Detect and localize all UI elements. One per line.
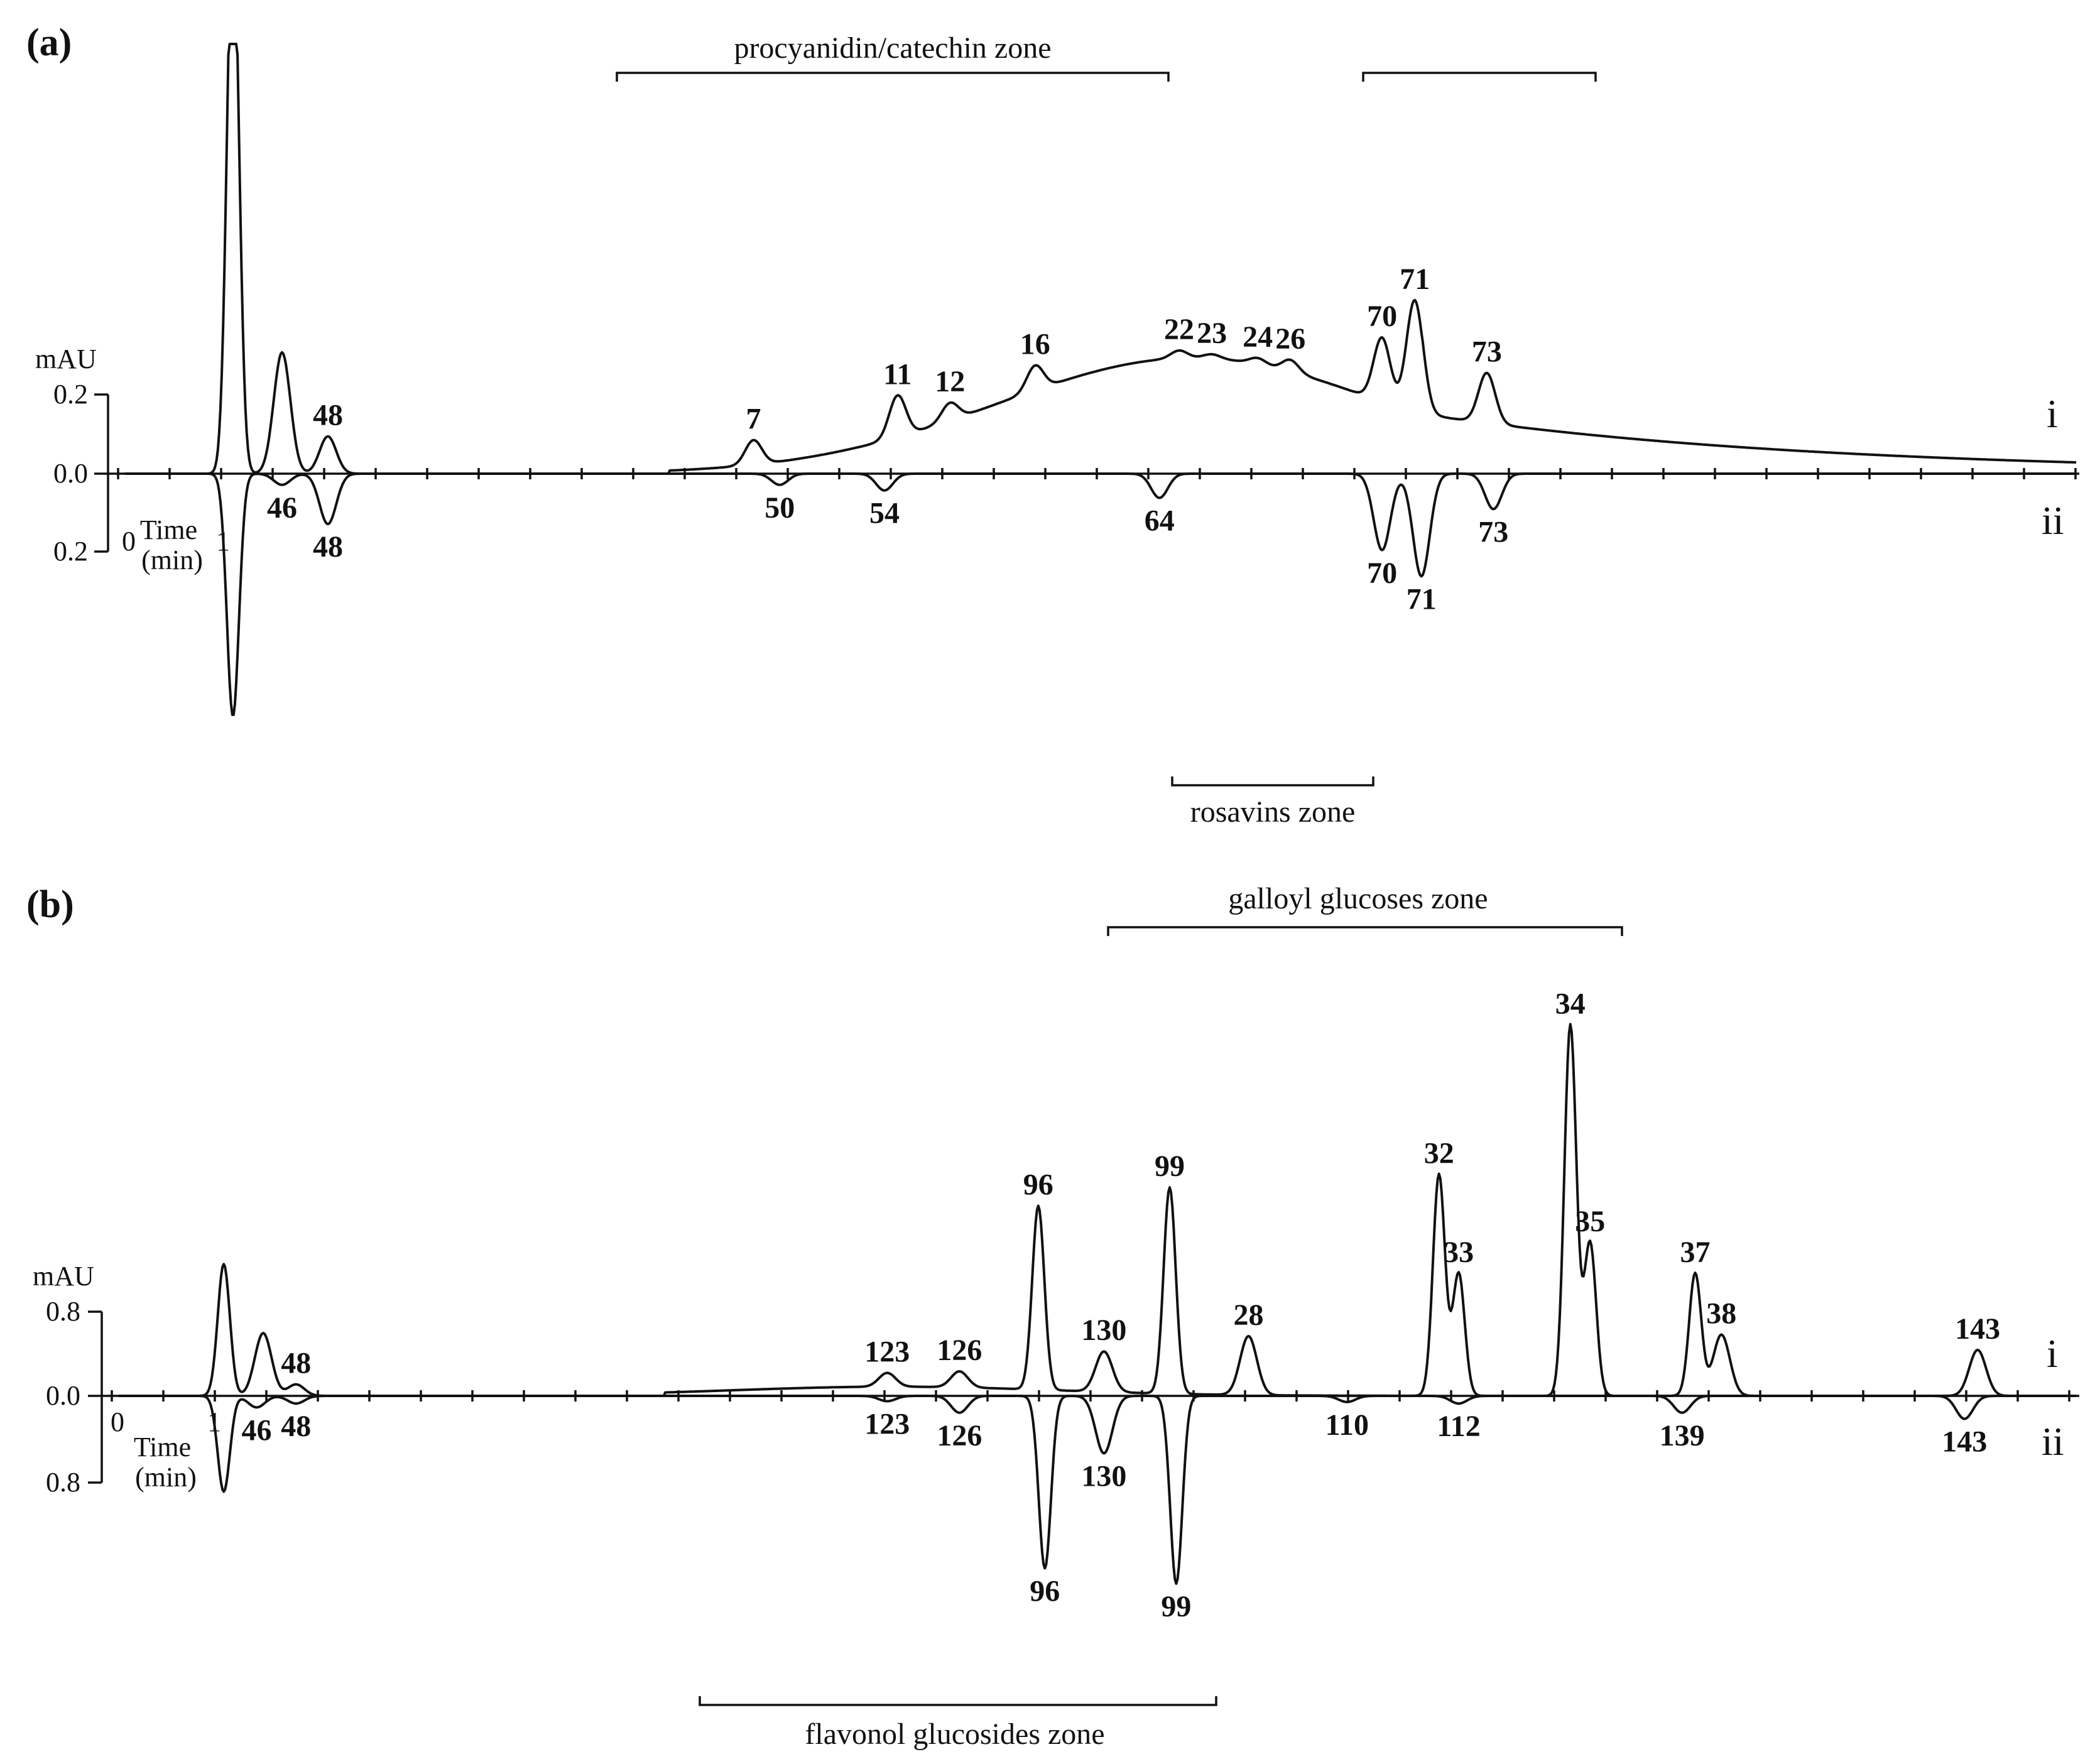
panel-b-ytick-label-i: 0.8 xyxy=(46,1296,80,1327)
peak-label-143: 143 xyxy=(1942,1425,1987,1459)
panel-b: (b) mAU 0.8 0.0 0.8 0 1 Time (min) i ii xyxy=(26,882,2079,1751)
peak-label-110: 110 xyxy=(1325,1408,1369,1442)
peak-label-139: 139 xyxy=(1660,1419,1705,1452)
peak-label-37: 37 xyxy=(1680,1236,1711,1269)
peak-label-28: 28 xyxy=(1234,1298,1264,1332)
peak-label-32: 32 xyxy=(1424,1136,1454,1170)
panel-a-xlabel-time: Time xyxy=(140,514,197,545)
peak-label-123: 123 xyxy=(864,1335,910,1368)
panel-b-xlabel-unit: (min) xyxy=(135,1462,197,1493)
peak-label-130: 130 xyxy=(1081,1314,1126,1347)
peak-label-23: 23 xyxy=(1197,317,1227,350)
panel-a-ylabel: mAU xyxy=(35,344,97,374)
panel-a-zone-rosavins: rosavins zone xyxy=(1171,776,1374,829)
panel-a-zone-procyanidin: procyanidin/catechin zone xyxy=(616,31,1170,82)
panel-a-trace-ii xyxy=(124,472,2076,716)
peak-label-99: 99 xyxy=(1161,1590,1191,1623)
panel-b-ytick-label-zero: 0.0 xyxy=(46,1380,80,1411)
peak-label-96: 96 xyxy=(1023,1168,1053,1201)
panel-b-ylabel: mAU xyxy=(33,1261,94,1292)
peak-label-24: 24 xyxy=(1243,320,1273,354)
panel-a-ytick-label-zero: 0.0 xyxy=(53,458,88,489)
peak-label-99: 99 xyxy=(1155,1150,1185,1183)
panel-a-ytick-label-i: 0.2 xyxy=(53,379,88,410)
peak-label-54: 54 xyxy=(869,497,900,530)
peak-label-48: 48 xyxy=(281,1347,311,1380)
zone-bracket xyxy=(1362,72,1597,82)
panel-a-xlabel-unit: (min) xyxy=(141,545,203,575)
panel-a-trace-ii-label: ii xyxy=(2042,498,2064,543)
panel-a-zone-unlabeled xyxy=(1362,72,1597,82)
peak-label-12: 12 xyxy=(935,365,965,398)
peak-label-143: 143 xyxy=(1955,1312,2000,1346)
panel-a-xtick-label-0: 0 xyxy=(122,526,136,557)
peak-label-16: 16 xyxy=(1020,328,1050,361)
panel-a-ytick-label-ii: 0.2 xyxy=(53,536,88,567)
zone-label: galloyl glucoses zone xyxy=(1228,882,1488,915)
zone-label: rosavins zone xyxy=(1190,795,1356,829)
peak-label-48: 48 xyxy=(313,530,343,564)
panel-a-xlabel: Time (min) xyxy=(140,514,204,575)
peak-label-73: 73 xyxy=(1472,335,1502,369)
panel-a-peak-labels-ii: 46 48 50 54 64 70 71 73 xyxy=(267,491,1508,616)
panel-b-label: (b) xyxy=(26,883,74,926)
zone-label: procyanidin/catechin zone xyxy=(734,31,1051,65)
panel-b-ytick-label-ii: 0.8 xyxy=(46,1467,80,1498)
peak-label-22: 22 xyxy=(1164,313,1194,346)
peak-label-11: 11 xyxy=(883,357,911,391)
peak-label-130: 130 xyxy=(1081,1460,1126,1493)
peak-label-126: 126 xyxy=(937,1334,982,1367)
panel-a-label: (a) xyxy=(26,21,72,64)
peak-label-34: 34 xyxy=(1555,988,1586,1021)
panel-b-y-axis: mAU 0.8 0.0 0.8 xyxy=(33,1261,103,1498)
panel-b-xlabel: Time (min) xyxy=(134,1432,198,1493)
peak-label-70: 70 xyxy=(1367,300,1397,333)
peak-label-26: 26 xyxy=(1275,322,1305,356)
peak-label-50: 50 xyxy=(765,491,795,525)
panel-a-y-axis: mAU 0.2 0.0 0.2 xyxy=(35,344,109,567)
panel-b-xtick-label-0: 0 xyxy=(111,1407,124,1437)
peak-label-33: 33 xyxy=(1444,1236,1474,1269)
peak-label-64: 64 xyxy=(1145,504,1175,538)
peak-label-96: 96 xyxy=(1030,1575,1060,1608)
peak-label-71: 71 xyxy=(1400,263,1430,296)
peak-label-48: 48 xyxy=(281,1410,311,1443)
peak-label-126: 126 xyxy=(937,1419,982,1452)
peak-label-123: 123 xyxy=(864,1408,910,1441)
panel-b-zone-flavonol: flavonol glucosides zone xyxy=(699,1696,1217,1751)
peak-label-71: 71 xyxy=(1407,582,1437,616)
zone-bracket xyxy=(616,72,1170,82)
panel-b-trace-ii xyxy=(118,1395,2076,1585)
panel-a-trace-i xyxy=(124,43,2076,475)
peak-label-48: 48 xyxy=(313,399,343,432)
peak-label-35: 35 xyxy=(1575,1205,1605,1238)
peak-label-112: 112 xyxy=(1437,1410,1480,1443)
panel-b-zone-galloyl: galloyl glucoses zone xyxy=(1107,882,1623,936)
peak-label-46: 46 xyxy=(242,1413,272,1447)
panel-b-trace-ii-label: ii xyxy=(2042,1419,2064,1464)
peak-label-73: 73 xyxy=(1478,515,1508,548)
panel-b-xlabel-time: Time xyxy=(134,1432,191,1462)
peak-label-70: 70 xyxy=(1367,557,1397,590)
panel-a-trace-i-label: i xyxy=(2047,391,2058,436)
panel-b-peak-labels-i: 48 123 126 96 130 99 28 32 33 34 35 37 38 143 xyxy=(281,988,2000,1380)
zone-bracket xyxy=(1107,926,1623,936)
panel-b-trace-i-label: i xyxy=(2047,1331,2058,1376)
zone-bracket xyxy=(1171,776,1374,787)
panel-a: (a) mAU 0.2 0.0 0.2 0 1 Time (min) i xyxy=(26,21,2079,829)
zone-label: flavonol glucosides zone xyxy=(805,1718,1104,1751)
panel-b-peak-labels-ii: 46 48 123 126 96 130 99 110 112 139 143 xyxy=(242,1408,1988,1623)
peak-label-7: 7 xyxy=(746,403,761,436)
panel-a-x-axis: 0 1 Time (min) xyxy=(108,468,2079,575)
peak-label-38: 38 xyxy=(1706,1297,1736,1330)
zone-bracket xyxy=(699,1696,1217,1706)
peak-label-46: 46 xyxy=(267,491,297,525)
